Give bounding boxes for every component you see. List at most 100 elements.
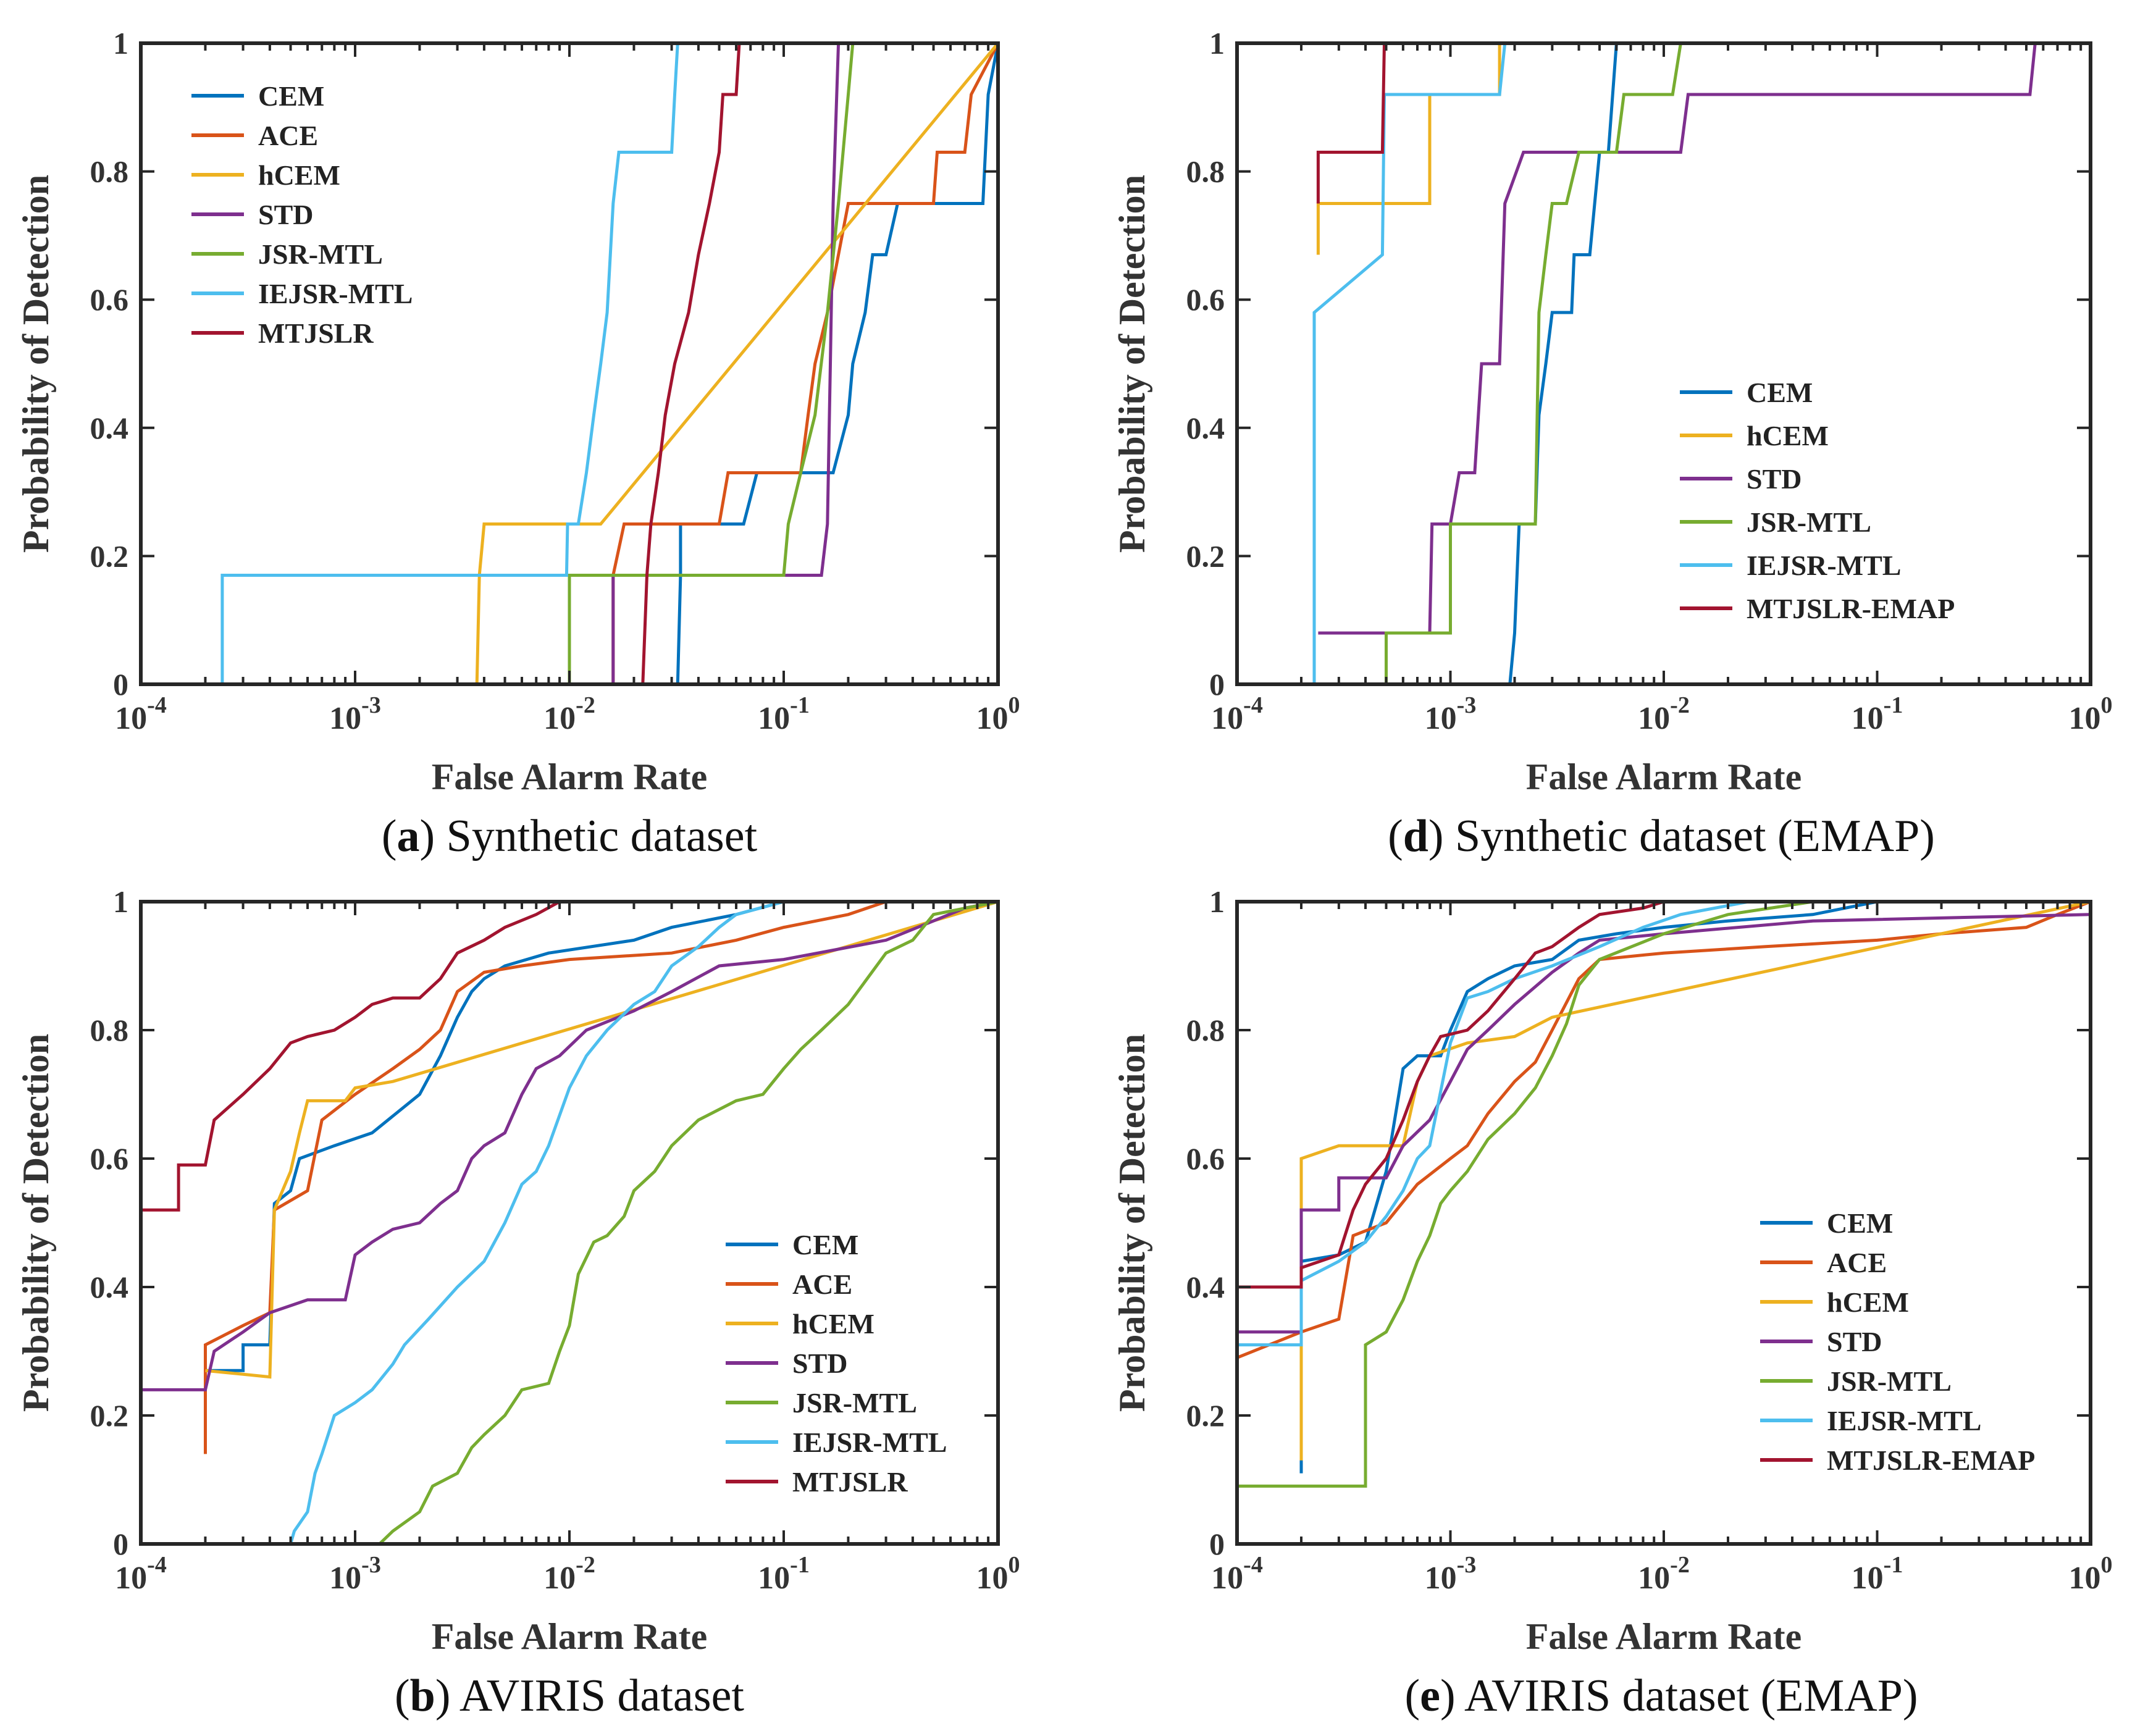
x-tick-label: 10-4: [1211, 692, 1263, 736]
x-tick-label: 10-2: [543, 1552, 595, 1596]
x-tick-base: 10: [1638, 701, 1670, 736]
y-tick-label: 1: [113, 26, 128, 61]
legend-label-cem: CEM: [258, 80, 324, 112]
x-tick-label: 10-3: [329, 1552, 381, 1596]
x-tick-exp: -2: [1670, 1552, 1690, 1578]
y-tick-label: 0: [113, 1527, 128, 1561]
caption-text: AVIRIS dataset: [459, 1671, 745, 1721]
caption-open-paren: (: [1404, 1671, 1420, 1721]
panel-caption: (a) Synthetic dataset: [382, 811, 758, 862]
y-axis-title: Probability of Detection: [15, 1034, 56, 1412]
series-group: [141, 900, 998, 1546]
x-tick-exp: -2: [576, 692, 595, 718]
caption-close-paren: ): [1428, 811, 1455, 862]
caption-open-paren: (: [395, 1671, 410, 1721]
x-tick-base: 10: [1425, 701, 1457, 736]
legend-label-mtjslr: MTJSLR: [792, 1466, 908, 1498]
legend: CEM hCEM STD JSR-MTL IEJSR-MTL MTJSLR-EMAP: [1680, 377, 1955, 624]
caption-text: Synthetic dataset: [447, 811, 758, 862]
series-line-cem: [141, 43, 998, 686]
series-line-jsr-mtl: [1237, 900, 2091, 1488]
caption-text: AVIRIS dataset (EMAP): [1464, 1671, 1918, 1721]
y-tick-label: 0.2: [1186, 539, 1225, 573]
legend-label-jsr-mtl: JSR-MTL: [1827, 1365, 1952, 1397]
series-line-cem: [204, 900, 998, 1383]
legend: CEM ACE hCEM STD JSR-MTL IEJSR-MTL MTJSLR-EMAP: [1760, 1207, 2035, 1476]
y-axis-title: Probability of Detection: [15, 175, 56, 553]
series-line-std: [1237, 913, 2091, 1428]
y-tick-label: 1: [1209, 26, 1225, 61]
series-line-hcem: [1316, 41, 2091, 255]
series-group: [1237, 41, 2091, 686]
x-tick-exp: 0: [1009, 692, 1020, 718]
y-tick-label: 0: [1209, 667, 1225, 702]
x-tick-base: 10: [2069, 701, 2101, 736]
series-line-iejsr-mtl: [141, 900, 998, 1546]
legend-label-std: STD: [1747, 463, 1802, 495]
legend-label-mtjslr: MTJSLR: [258, 317, 374, 349]
x-tick-label: 10-2: [1638, 692, 1690, 736]
x-tick-base: 10: [115, 701, 147, 736]
x-tick-base: 10: [329, 701, 361, 736]
legend-label-hcem: hCEM: [258, 159, 340, 191]
legend-label-hcem: hCEM: [1827, 1286, 1909, 1318]
caption-open-paren: (: [382, 811, 397, 862]
y-axis-title: Probability of Detection: [1112, 1034, 1152, 1412]
y-axis-title: Probability of Detection: [1112, 175, 1152, 553]
series-line-iejsr-mtl: [141, 41, 998, 686]
legend-label-iejsr-mtl: IEJSR-MTL: [792, 1427, 947, 1458]
y-tick-label: 0.4: [90, 1270, 129, 1304]
y-tick-label: 0: [1209, 1527, 1225, 1561]
x-tick-exp: -3: [361, 692, 381, 718]
legend-label-iejsr-mtl: IEJSR-MTL: [258, 278, 413, 309]
x-tick-exp: -3: [361, 1552, 381, 1578]
x-tick-label: 10-3: [329, 692, 381, 736]
legend-label-jsr-mtl: JSR-MTL: [258, 238, 383, 270]
x-tick-base: 10: [543, 701, 576, 736]
series-line-mtjslr: [141, 41, 998, 686]
x-tick-exp: -4: [1243, 1552, 1263, 1578]
x-tick-label: 10-1: [1852, 692, 1903, 736]
x-tick-base: 10: [1852, 1561, 1884, 1596]
caption-letter: e: [1420, 1671, 1440, 1721]
caption-text: Synthetic dataset (EMAP): [1455, 811, 1935, 862]
y-tick-label: 0.4: [1186, 411, 1225, 445]
x-axis-title: False Alarm Rate: [432, 757, 708, 797]
x-tick-base: 10: [976, 701, 1009, 736]
legend-label-jsr-mtl: JSR-MTL: [792, 1387, 917, 1419]
series-line-jsr-mtl: [1237, 41, 2091, 686]
x-tick-exp: -1: [790, 1552, 810, 1578]
legend-label-ace: ACE: [258, 120, 318, 151]
caption-open-paren: (: [1388, 811, 1403, 862]
x-tick-base: 10: [543, 1561, 576, 1596]
series-line-std: [141, 900, 998, 1391]
y-tick-label: 0.4: [1186, 1270, 1225, 1304]
x-tick-label: 10-4: [115, 692, 167, 736]
caption-letter: a: [397, 811, 420, 862]
x-tick-exp: -2: [576, 1552, 595, 1578]
y-tick-label: 0.2: [1186, 1398, 1225, 1433]
y-tick-label: 0.8: [1186, 154, 1225, 189]
legend-label-hcem: hCEM: [792, 1308, 875, 1340]
x-tick-base: 10: [758, 1561, 790, 1596]
x-tick-label: 10-2: [1638, 1552, 1690, 1596]
y-tick-label: 0: [113, 667, 128, 702]
x-tick-exp: -3: [1457, 1552, 1477, 1578]
y-tick-label: 0.6: [1186, 282, 1225, 317]
x-tick-base: 10: [976, 1561, 1009, 1596]
caption-letter: d: [1403, 811, 1428, 862]
legend-label-std: STD: [792, 1348, 847, 1379]
panel-caption: (b) AVIRIS dataset: [395, 1671, 744, 1721]
legend-label-cem: CEM: [1827, 1207, 1893, 1239]
series-line-ace: [1237, 900, 2091, 1359]
series-line-ace: [141, 42, 998, 686]
caption-letter: b: [410, 1671, 435, 1721]
x-tick-exp: 0: [2101, 1552, 2113, 1578]
axes-box: [1235, 41, 2092, 686]
x-tick-label: 10-3: [1425, 692, 1477, 736]
legend-label-mtjslr-emap: MTJSLR-EMAP: [1827, 1445, 2035, 1476]
x-tick-exp: -4: [147, 1552, 167, 1578]
legend-label-hcem: hCEM: [1747, 420, 1829, 451]
y-tick-label: 0.8: [90, 1013, 129, 1047]
